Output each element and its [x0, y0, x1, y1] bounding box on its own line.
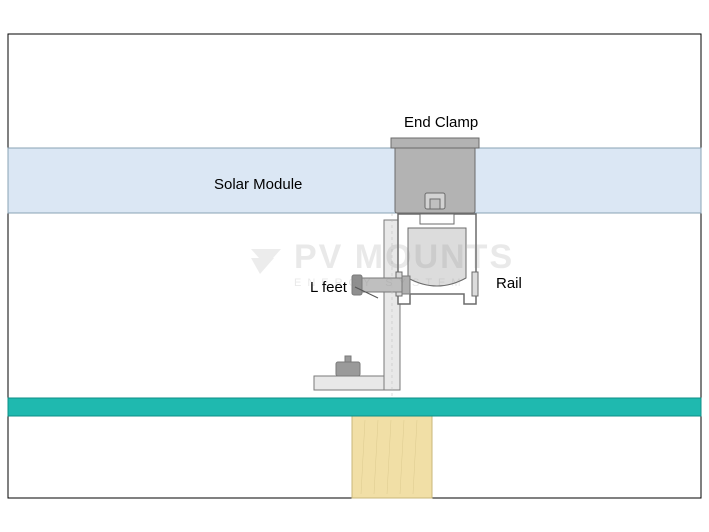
watermark-logo-icon [246, 244, 286, 284]
watermark-sub: ENERGY SYSTEM [294, 277, 514, 289]
diagram-canvas: End Clamp Solar Module L feet Rail PV MO… [0, 0, 709, 532]
watermark: PV MOUNTS ENERGY SYSTEM [246, 238, 514, 289]
label-solar-module: Solar Module [214, 176, 302, 193]
label-end-clamp: End Clamp [404, 114, 478, 131]
watermark-main: PV MOUNTS [294, 238, 514, 277]
